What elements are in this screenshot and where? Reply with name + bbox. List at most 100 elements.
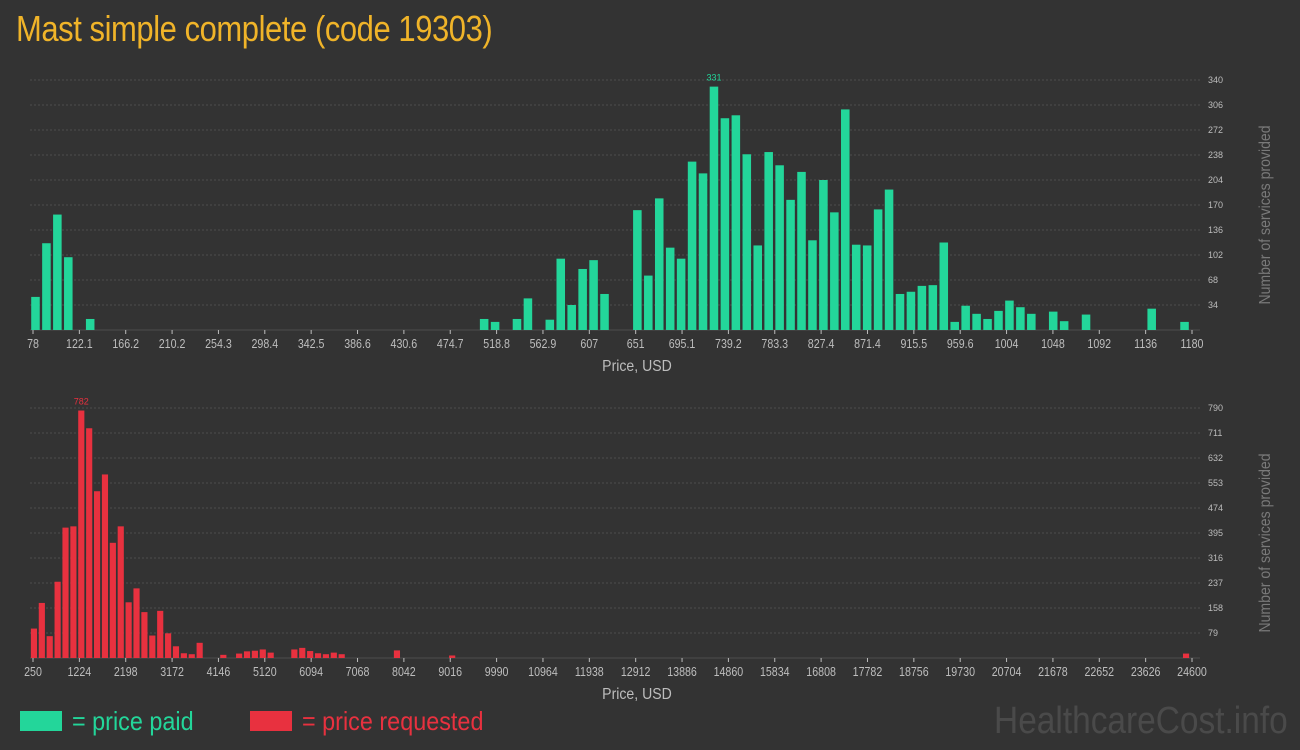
bar [808,240,817,330]
bar [753,245,763,330]
bar [125,602,132,658]
legend-price-paid: = price paid [20,706,207,736]
x-tick-label: 342.5 [298,336,325,351]
x-tick-label: 298.4 [251,336,278,351]
y-tick-label: 711 [1208,428,1222,438]
y-tick-label: 474 [1208,503,1223,513]
bar [895,293,905,330]
y-tick-label: 340 [1208,75,1223,85]
bar [523,298,533,330]
x-tick-label: 8042 [392,664,416,679]
bar [259,649,266,658]
bar [299,647,306,658]
bar [939,242,949,330]
x-tick-label: 827.4 [808,336,835,351]
bar [545,319,555,330]
bar [64,257,73,330]
legend-price-requested: = price requested [250,706,504,736]
y-tick-label: 170 [1208,200,1223,210]
x-tick-label: 651 [627,336,645,351]
bar [917,285,927,330]
bar [556,258,566,330]
y-tick-label: 272 [1208,125,1223,135]
bar [243,651,251,658]
bar [983,318,992,330]
x-tick-label: 20704 [992,664,1022,679]
bar [578,268,587,330]
x-tick-label: 210.2 [159,336,186,351]
bar [78,410,85,658]
bar [38,602,45,658]
x-tick-label: 518.8 [483,336,510,351]
bar [567,305,576,330]
x-tick-label: 17782 [853,664,883,679]
legend-label-requested: = price requested [302,705,484,736]
y-tick-label: 238 [1208,150,1223,160]
x-tick-label: 1048 [1041,336,1065,351]
x-tick-label: 607 [580,336,598,351]
bar [994,310,1003,330]
x-tick-label: 6094 [299,664,323,679]
bar [819,180,828,330]
bar [851,244,861,330]
price-paid-histogram: 34 68 102 136 170 204 238 272 306 340 331 78 122.1 16… [27,73,1274,376]
bar [85,318,95,330]
bar [70,526,77,658]
x-tick-label: 23626 [1131,664,1161,679]
x-tick-label: 1004 [995,336,1019,351]
bar [1182,653,1190,658]
x-tick-label: 15834 [760,664,790,679]
legend-swatch-paid [20,711,62,731]
bar [393,650,401,658]
bar [654,198,664,330]
x-tick-label: 16808 [806,664,836,679]
bar [698,173,708,330]
bar [180,653,187,658]
bar [961,305,970,330]
bar [117,526,124,658]
bar [236,653,243,658]
x-tick-label: 13886 [667,664,697,679]
bar [906,291,916,330]
legend-label-paid: = price paid [72,705,194,736]
bar [93,491,101,658]
x-tick-label: 386.6 [344,336,371,351]
bar [665,247,675,330]
bar [133,588,140,658]
x-tick-label: 250 [24,664,42,679]
y-tick-label: 34 [1208,300,1218,310]
page-title: Mast simple complete (code 19303) [16,8,493,49]
bar [687,161,697,330]
bar [731,115,741,330]
x-tick-label: 254.3 [205,336,232,351]
bar [950,321,959,330]
bar [600,293,609,330]
y-tick-label: 102 [1208,250,1223,260]
x-tick-label: 474.7 [437,336,464,351]
bar [873,209,883,330]
x-tick-label: 122.1 [66,336,93,351]
bar [291,649,298,658]
bar [479,318,489,330]
x-tick-label: 562.9 [530,336,557,351]
x-tick-label: 430.6 [391,336,418,351]
bar [322,654,329,658]
bar [862,245,872,330]
bar [512,318,522,330]
bar [841,109,850,330]
bar [764,152,773,330]
y-tick-label: 553 [1208,478,1223,488]
x-tick-label: 739.2 [715,336,742,351]
x-tick-label: 24600 [1177,664,1207,679]
bar [1059,321,1069,330]
bar [157,610,164,658]
bar [314,653,322,658]
bar [165,633,172,658]
x-axis-title: Price, USD [602,685,672,703]
bar [1180,321,1189,330]
bar [172,646,180,658]
bar [101,474,109,658]
bar [141,612,148,658]
x-tick-label: 915.5 [901,336,928,351]
bar [633,210,642,330]
